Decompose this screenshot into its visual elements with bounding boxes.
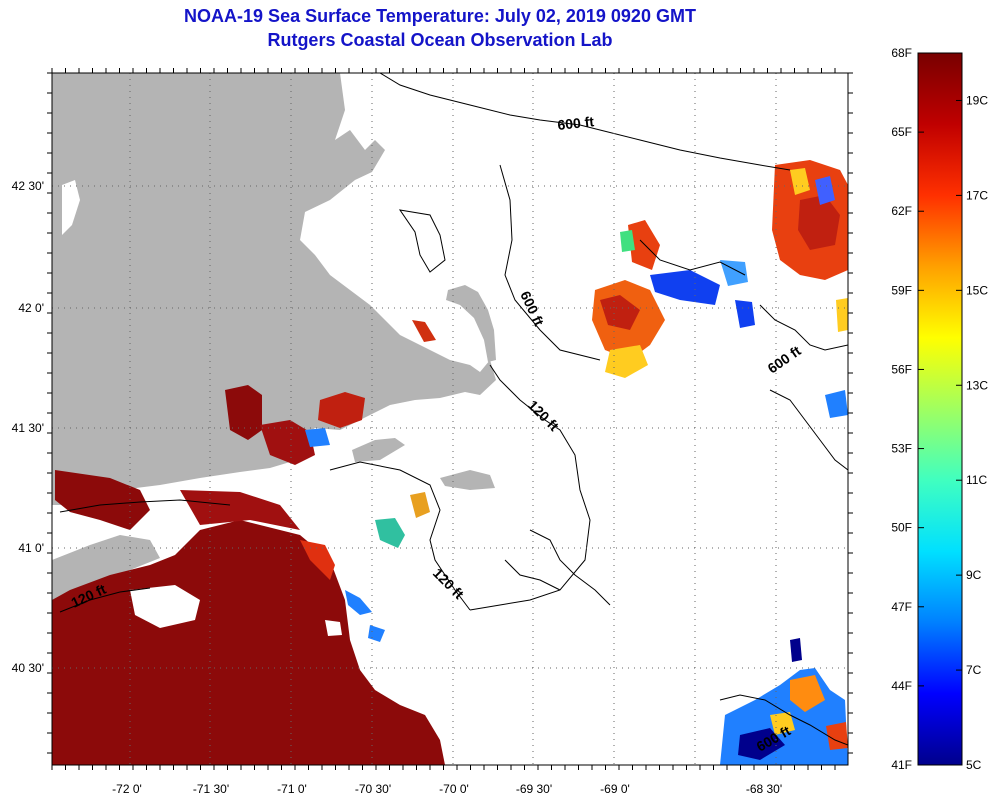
lon-label: -69 30' <box>516 782 552 796</box>
lon-label: -69 0' <box>600 782 630 796</box>
lat-label: 41 0' <box>18 541 44 555</box>
contour-label: 600 ft <box>557 113 595 133</box>
lon-label: -72 0' <box>112 782 142 796</box>
land-island-2 <box>440 470 495 490</box>
lat-label: 42 0' <box>18 301 44 315</box>
sst-warm-southwest <box>52 520 445 765</box>
lon-label: -70 30' <box>355 782 391 796</box>
lon-label: -71 30' <box>193 782 229 796</box>
sst-warm-buzzards <box>225 385 262 440</box>
lat-label: 41 30' <box>12 421 44 435</box>
land-mainland <box>52 73 496 505</box>
land-long-island <box>52 535 160 602</box>
land-cape-cod <box>446 285 496 362</box>
map-subtitle: Rutgers Coastal Ocean Observation Lab <box>267 30 613 50</box>
map-frame <box>51 72 849 766</box>
lon-label: -71 0' <box>277 782 307 796</box>
lat-label: 40 30' <box>12 661 44 675</box>
lon-label: -70 0' <box>439 782 469 796</box>
lon-label: -68 30' <box>746 782 782 796</box>
map-title: NOAA-19 Sea Surface Temperature: July 02… <box>184 6 696 26</box>
lat-label: 42 30' <box>12 179 44 193</box>
land-island-1 <box>352 438 405 462</box>
